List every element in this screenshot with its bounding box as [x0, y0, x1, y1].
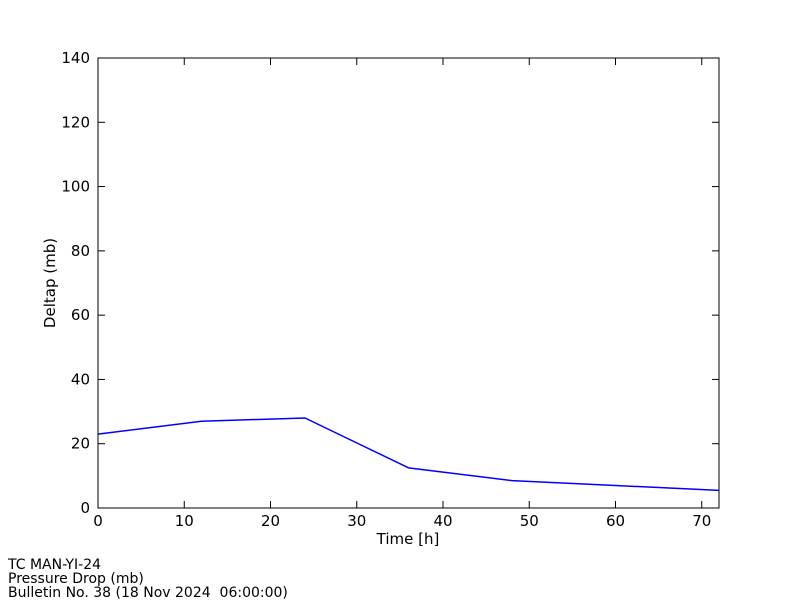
- x-tick-label: 30: [347, 512, 366, 530]
- y-tick-label: 20: [71, 435, 90, 453]
- x-tick-label: 40: [433, 512, 452, 530]
- annotation-bulletin: Bulletin No. 38 (18 Nov 2024 06:00:00): [8, 585, 288, 600]
- annotation-storm-id: TC MAN-YI-24: [7, 557, 101, 573]
- axis-ticks: [97, 57, 719, 509]
- y-axis-tick-labels: 0 20 40 60 80 100 120 140: [61, 49, 90, 517]
- data-series-group: [97, 417, 720, 492]
- y-tick-label: 80: [71, 242, 90, 260]
- plot-area-border: [97, 57, 720, 509]
- x-tick-label: 50: [520, 512, 539, 530]
- y-tick-label: 60: [71, 306, 90, 324]
- y-tick-label: 40: [71, 370, 90, 388]
- x-tick-label: 10: [175, 512, 194, 530]
- y-tick-label: 100: [61, 178, 90, 196]
- y-tick-label: 0: [80, 499, 90, 517]
- annotation-quantity: Pressure Drop (mb): [8, 571, 144, 587]
- y-tick-label: 140: [61, 49, 90, 67]
- x-tick-label: 20: [261, 512, 280, 530]
- x-tick-label: 70: [692, 512, 711, 530]
- y-axis-label: Deltap (mb): [41, 238, 59, 328]
- y-tick-label: 120: [61, 113, 90, 131]
- x-axis-tick-labels: 0 10 20 30 40 50 60 70: [93, 512, 711, 530]
- x-axis-label: Time [h]: [376, 530, 440, 548]
- pressure-drop-line: [97, 417, 720, 492]
- x-tick-label: 0: [93, 512, 103, 530]
- x-tick-label: 60: [606, 512, 625, 530]
